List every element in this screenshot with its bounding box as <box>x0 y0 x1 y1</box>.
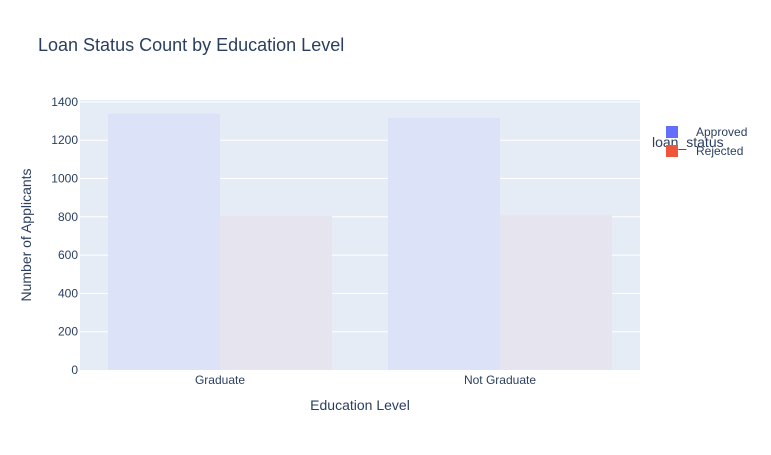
legend-item-rejected[interactable]: Rejected <box>666 144 743 158</box>
y-tick-label-0: 0 <box>71 363 78 377</box>
legend-item-approved[interactable]: Approved <box>666 125 747 139</box>
y-tick-label-400: 400 <box>58 286 78 300</box>
bar-rejected-graduate[interactable] <box>220 215 332 370</box>
legend-swatch-approved <box>666 126 678 138</box>
legend-label-rejected: Rejected <box>696 144 743 158</box>
y-axis-label: Number of Applicants <box>18 168 34 301</box>
x-tick-label-not-graduate: Not Graduate <box>464 373 536 387</box>
bar-approved-not-graduate[interactable] <box>388 117 500 371</box>
legend-swatch-rejected <box>666 145 678 157</box>
legend-label-approved: Approved <box>696 125 747 139</box>
y-tick-label-1000: 1000 <box>51 172 78 186</box>
legend: loan_status Approved Rejected <box>652 125 747 158</box>
y-tick-label-600: 600 <box>58 248 78 262</box>
bar-rejected-not-graduate[interactable] <box>500 215 612 370</box>
y-axis-ticks: 0 200 400 600 800 1000 1200 1400 <box>51 95 78 377</box>
y-tick-label-200: 200 <box>58 325 78 339</box>
bar-approved-graduate[interactable] <box>108 113 220 371</box>
y-tick-label-1200: 1200 <box>51 133 78 147</box>
y-tick-label-800: 800 <box>58 210 78 224</box>
bars <box>108 113 612 371</box>
y-tick-label-1400: 1400 <box>51 95 78 109</box>
x-tick-label-graduate: Graduate <box>195 373 245 387</box>
x-axis-label: Education Level <box>310 397 410 413</box>
chart-title: Loan Status Count by Education Level <box>38 35 344 55</box>
x-axis-ticks: Graduate Not Graduate <box>195 373 536 387</box>
